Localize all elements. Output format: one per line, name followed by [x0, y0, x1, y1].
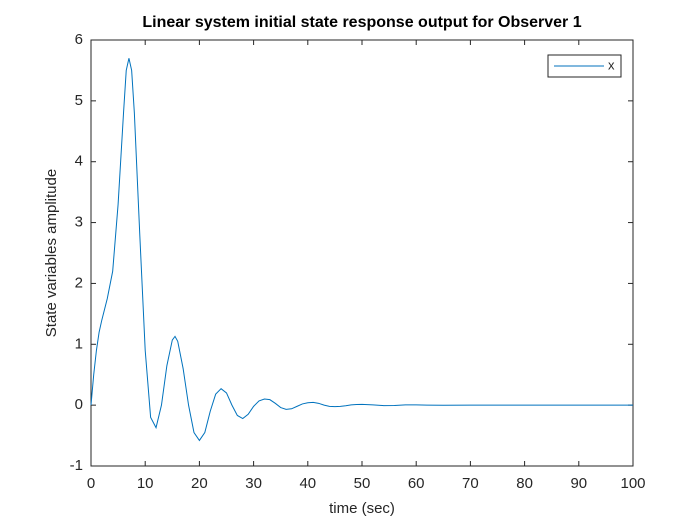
y-tick-label: 1 — [75, 335, 83, 352]
y-tick-label: 3 — [75, 214, 83, 231]
chart-title: Linear system initial state response out… — [142, 14, 581, 31]
x-tick-label: 100 — [620, 475, 645, 492]
x-tick-label: 90 — [570, 475, 587, 492]
x-axis-label: time (sec) — [329, 500, 395, 517]
x-tick-label: 10 — [137, 475, 154, 492]
plot-area — [90, 39, 634, 467]
legend-label: x — [608, 57, 615, 72]
line-series — [90, 58, 633, 442]
x-tick-label: 40 — [299, 475, 316, 492]
y-tick-label: 2 — [75, 274, 83, 291]
y-tick-label: 5 — [75, 92, 83, 109]
x-tick-label: 60 — [408, 475, 425, 492]
x-tick-label: 20 — [191, 475, 208, 492]
y-tick-label: 4 — [75, 153, 83, 170]
x-tick-label: 50 — [354, 475, 371, 492]
y-tick-label: -1 — [70, 457, 83, 474]
x-tick-label: 70 — [462, 475, 479, 492]
x-tick-label: 80 — [516, 475, 533, 492]
x-tick-label: 30 — [245, 475, 262, 492]
y-tick-label: 6 — [75, 31, 83, 48]
y-axis-label: State variables amplitude — [43, 169, 60, 337]
y-tick-label: 0 — [75, 396, 83, 413]
x-tick-label: 0 — [87, 475, 95, 492]
